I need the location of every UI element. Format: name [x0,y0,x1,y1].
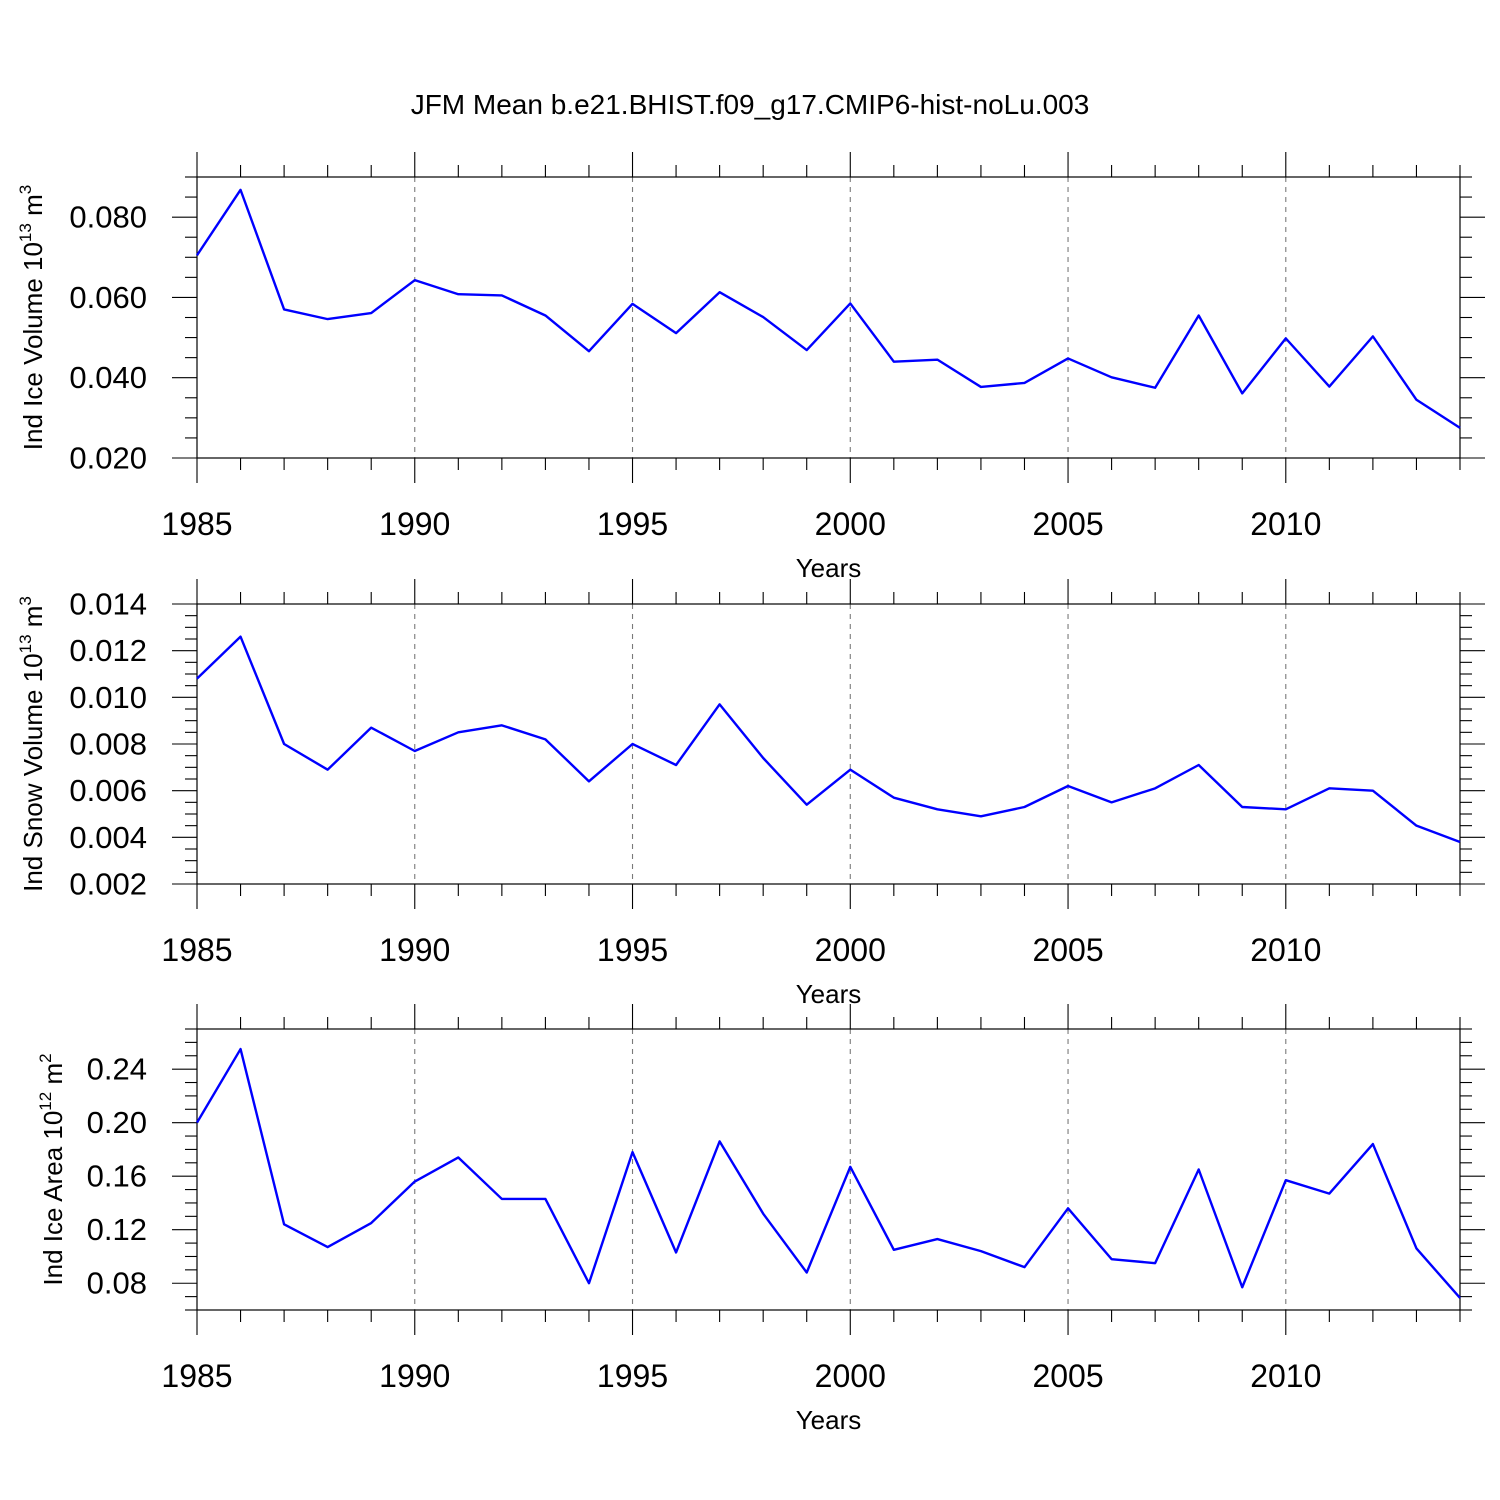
plot-frame [196,176,1461,459]
chart-panel-snow-volume: 0.002 0.004 0.006 0.008 0.010 0.012 0.014 1985 1… [16,579,1485,1009]
series-line-ice-volume [196,188,1461,429]
x-tick-label: 2000 [815,1358,886,1394]
x-tick-label: 1995 [597,1358,668,1394]
plot-frame [196,1028,1461,1311]
x-ticks [196,152,1461,483]
y-tick-label: 0.060 [69,280,147,315]
x-tick-label: 1985 [161,1358,232,1394]
panels: 0.020 0.040 0.060 0.080 1985 1990 1995 2000 2005… [16,152,1485,1435]
y-axis-label-unit: m [18,194,48,223]
x-tick-label: 2005 [1032,1358,1103,1394]
y-tick-label: 0.004 [69,820,147,855]
plot-frame [196,603,1461,885]
x-axis-label: Years [796,979,862,1009]
y-axis-label-unit-exponent: 3 [16,596,35,605]
y-axis-label-exponent: 13 [16,223,35,242]
x-tick-label: 2005 [1032,506,1103,542]
y-tick-label: 0.012 [69,633,147,668]
y-tick-label: 0.020 [69,441,147,476]
y-axis-label-unit: m [38,1063,68,1092]
x-tick-label: 1995 [597,932,668,968]
x-tick-label: 1985 [161,932,232,968]
y-axis-label: Ind Ice Area 1012 m2 [36,1053,68,1285]
y-tick-label: 0.010 [69,680,147,715]
y-ticks [172,176,1485,459]
x-tick-label: 2010 [1250,932,1321,968]
series-line-ice-area [195,1047,1461,1299]
x-axis-label: Years [796,1405,862,1435]
x-ticks [196,1004,1461,1335]
figure-title: JFM Mean b.e21.BHIST.f09_g17.CMIP6-hist-… [411,89,1090,120]
y-axis-label-main: Ind Snow Volume 10 [18,653,48,892]
y-ticks [172,1028,1485,1311]
chart-panel-ice-area: 0.08 0.12 0.16 0.20 0.24 1985 1990 1995 2000 2005… [36,1004,1485,1435]
x-axis-label: Years [796,553,862,583]
chart-panel-ice-volume: 0.020 0.040 0.060 0.080 1985 1990 1995 2000 2005… [16,152,1485,583]
x-tick-label: 1990 [379,506,450,542]
y-axis-label: Ind Snow Volume 1013 m3 [16,596,48,892]
y-tick-label: 0.002 [69,867,147,902]
x-tick-label: 1990 [379,932,450,968]
y-axis-label-exponent: 12 [36,1092,55,1111]
y-tick-label: 0.12 [87,1212,147,1247]
y-axis-label-unit-exponent: 2 [36,1053,55,1062]
y-tick-label: 0.014 [69,587,147,622]
y-tick-label: 0.16 [87,1159,147,1194]
y-axis-label-unit: m [18,606,48,635]
y-tick-label: 0.20 [87,1105,147,1140]
y-axis-label-exponent: 13 [16,634,35,653]
x-tick-label: 1990 [379,1358,450,1394]
x-tick-label: 2010 [1250,1358,1321,1394]
y-tick-label: 0.008 [69,727,147,762]
series-line-snow-volume [196,635,1461,844]
x-tick-label: 2000 [815,932,886,968]
y-tick-label: 0.040 [69,360,147,395]
y-tick-label: 0.08 [87,1266,147,1301]
x-tick-label: 1985 [161,506,232,542]
x-tick-label: 2005 [1032,932,1103,968]
x-tick-label: 2000 [815,506,886,542]
y-axis-label-unit-exponent: 3 [16,185,35,194]
x-ticks [196,579,1461,909]
x-tick-label: 2010 [1250,506,1321,542]
y-tick-label: 0.006 [69,773,147,808]
y-axis-label-main: Ind Ice Volume 10 [18,242,48,450]
x-tick-label: 1995 [597,506,668,542]
y-tick-label: 0.24 [87,1052,147,1087]
y-axis-label-main: Ind Ice Area 10 [38,1111,68,1286]
y-tick-label: 0.080 [69,200,147,235]
y-axis-label: Ind Ice Volume 1013 m3 [16,185,48,450]
y-ticks [172,603,1485,885]
